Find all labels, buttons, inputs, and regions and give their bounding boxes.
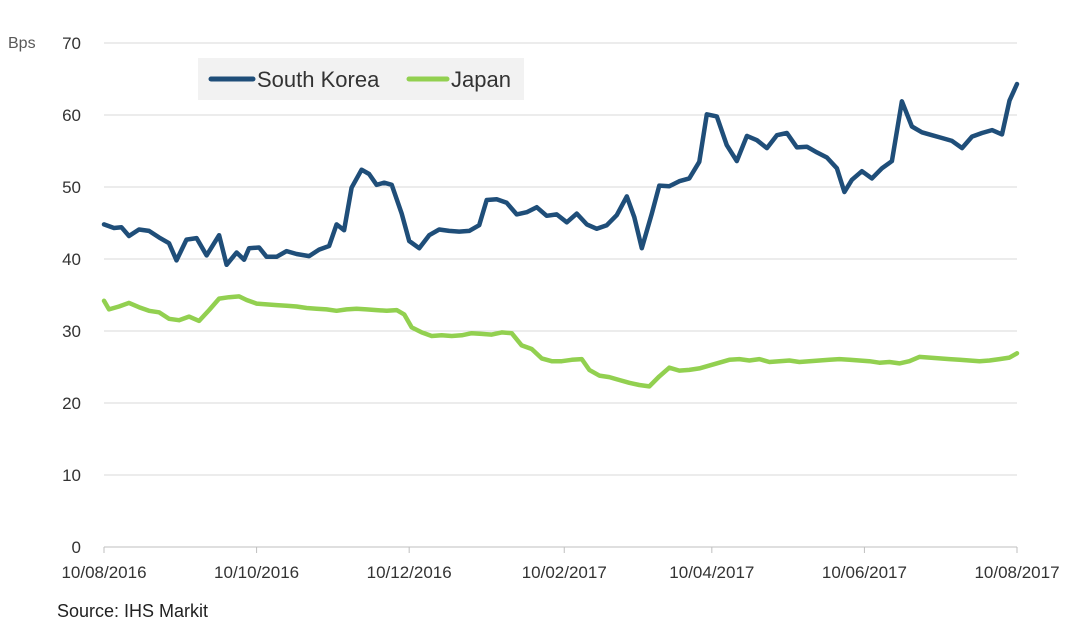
x-tick-label: 10/08/2016 <box>61 563 146 582</box>
legend-label-japan: Japan <box>451 67 511 92</box>
x-tick-label: 10/02/2017 <box>522 563 607 582</box>
source-note: Source: IHS Markit <box>57 601 209 621</box>
y-axis-unit-label: Bps <box>8 35 36 52</box>
x-tick-label: 10/10/2016 <box>214 563 299 582</box>
x-tick-label: 10/06/2017 <box>822 563 907 582</box>
legend: South Korea Japan <box>198 58 524 100</box>
legend-label-south-korea: South Korea <box>257 67 380 92</box>
axes: 0 10 20 30 40 50 60 70 10/08/2016 10/10/2016 10/12… <box>61 34 1059 582</box>
y-tick-label: 60 <box>62 106 81 125</box>
y-tick-label: 70 <box>62 34 81 53</box>
series-lines <box>101 81 1020 389</box>
x-tick-label: 10/04/2017 <box>669 563 754 582</box>
y-tick-label: 50 <box>62 178 81 197</box>
y-tick-label: 10 <box>62 466 81 485</box>
series-line-south-korea <box>101 81 1020 268</box>
x-tick-label: 10/12/2016 <box>367 563 452 582</box>
y-tick-label: 30 <box>62 322 81 341</box>
y-tick-label: 40 <box>62 250 81 269</box>
series-line-japan <box>101 294 1020 389</box>
y-tick-label: 20 <box>62 394 81 413</box>
gridlines <box>104 42 1017 476</box>
y-tick-label: 0 <box>72 538 81 557</box>
x-tick-label: 10/08/2017 <box>974 563 1059 582</box>
